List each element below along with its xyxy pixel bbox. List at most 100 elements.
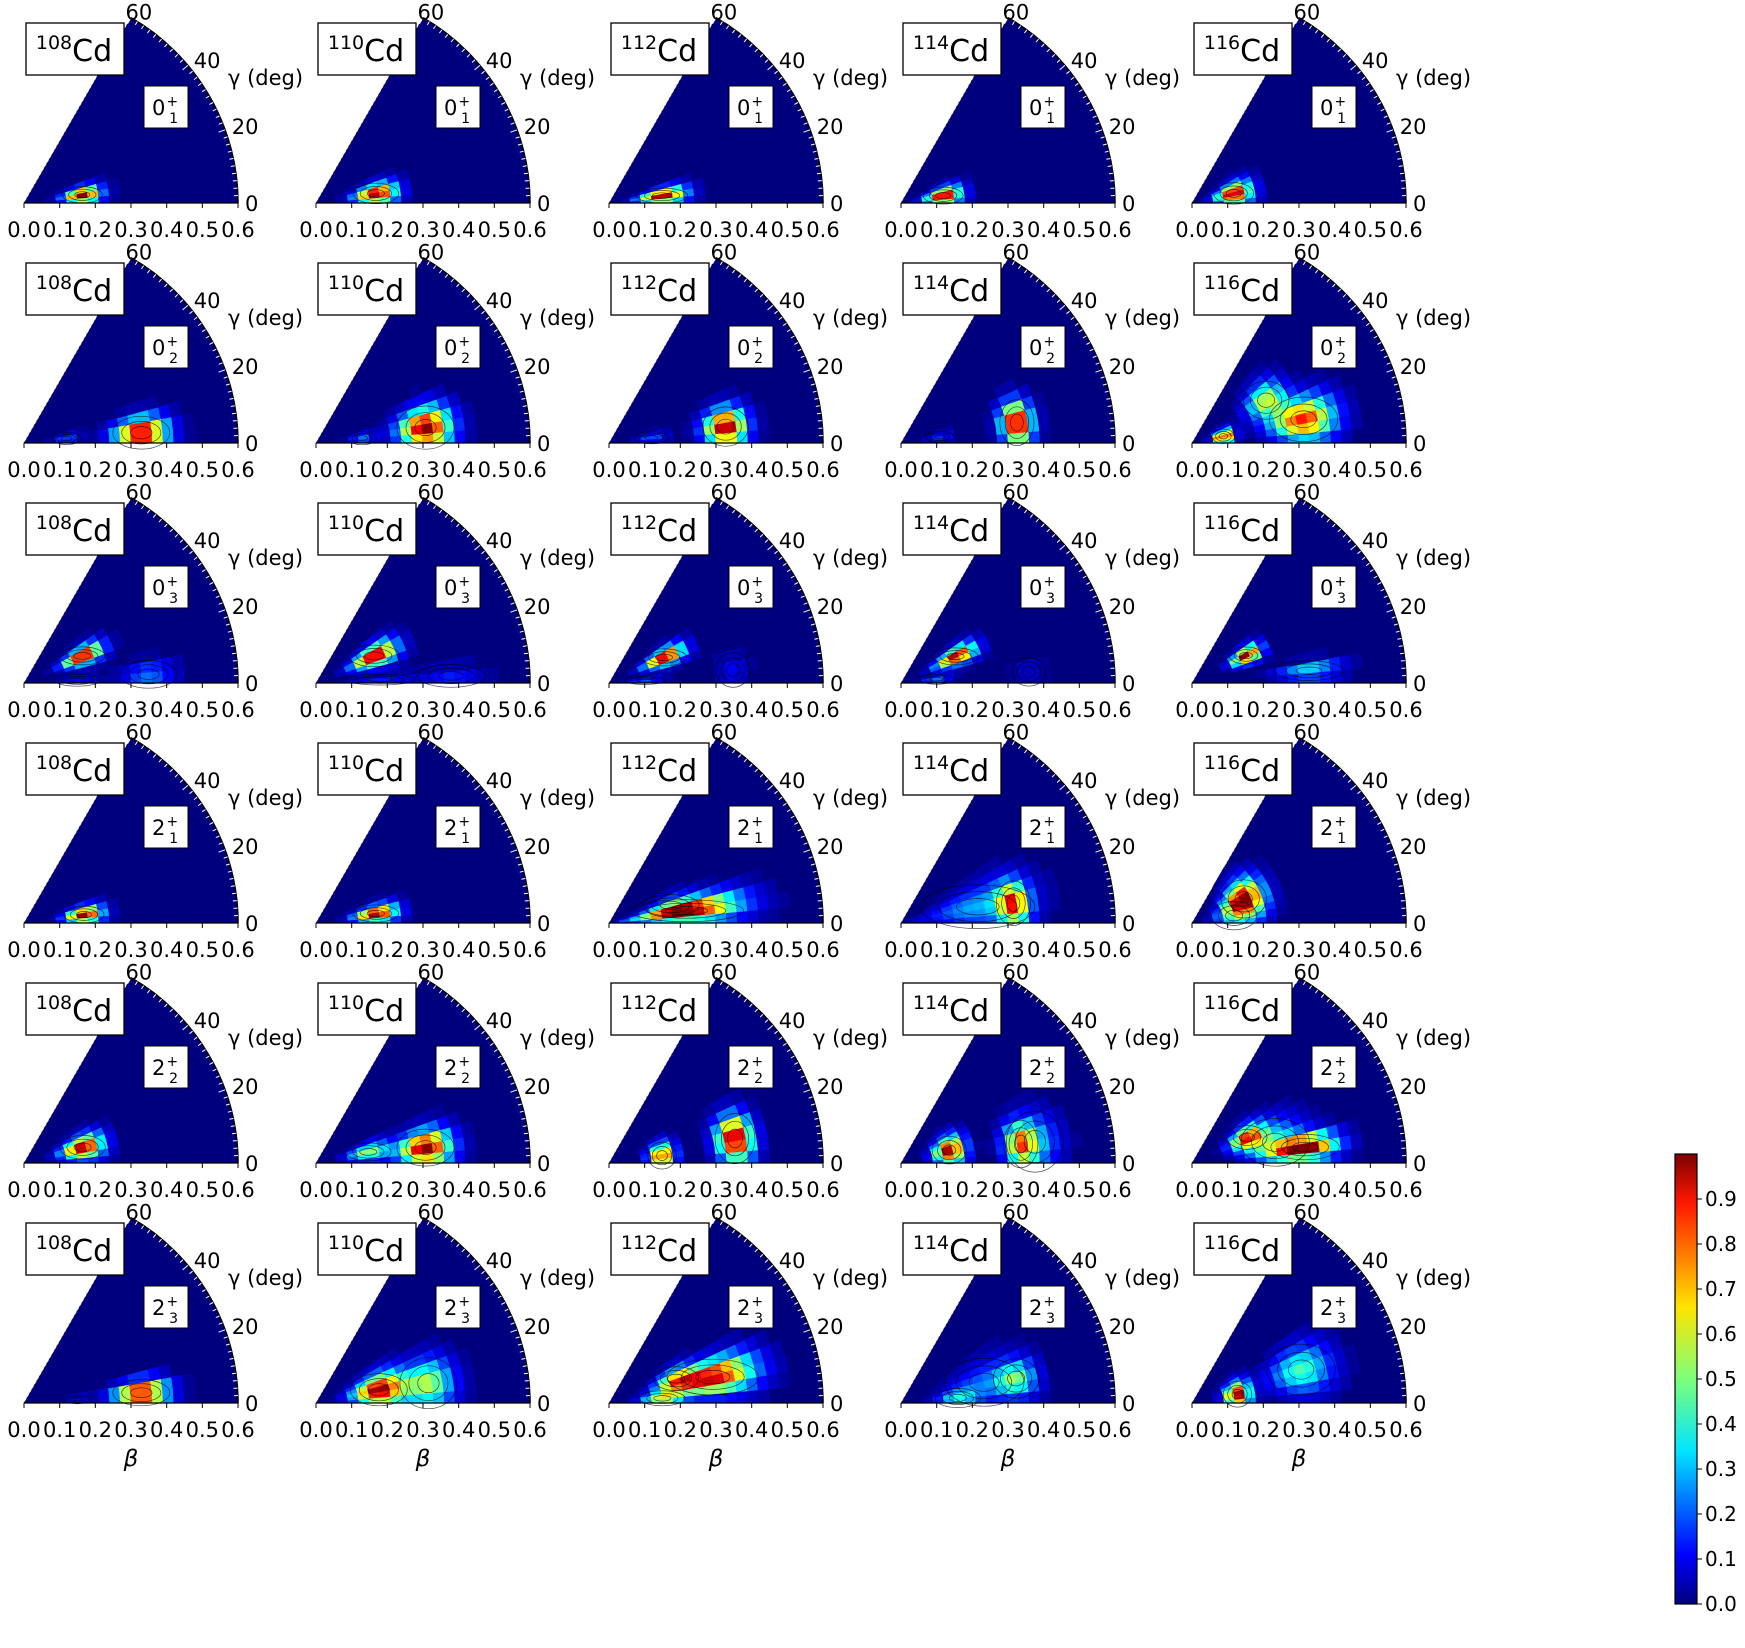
gamma-tick [1380, 108, 1385, 112]
gamma-tick [519, 1110, 524, 1113]
nucleus-label: 112Cd [621, 32, 697, 69]
contour-line [414, 419, 437, 437]
gamma-axis-label: γ (deg) [1396, 306, 1471, 330]
contour-line [366, 909, 385, 918]
density-cell [80, 627, 95, 641]
contour-line [399, 1357, 458, 1410]
state-label: 2+ 1 [1320, 814, 1346, 847]
beta-tick-label: 0.5 [771, 458, 804, 482]
gamma-tick [1332, 1003, 1336, 1008]
state-label-box [728, 325, 774, 369]
gamma-tick [485, 1036, 490, 1040]
density-cell [486, 666, 499, 684]
gamma-tick [1017, 25, 1022, 30]
gamma-tick [522, 645, 527, 647]
gamma-tick [1350, 1265, 1357, 1271]
gamma-tick [193, 1276, 198, 1280]
beta-tick-label: 0.5 [1063, 1418, 1096, 1442]
gamma-tick [523, 1132, 528, 1135]
gamma-tick [450, 518, 454, 523]
gamma-tick [212, 108, 217, 112]
gamma-tick [1295, 497, 1300, 504]
gamma-tick [1342, 1253, 1347, 1258]
gamma-tick-label: 0 [830, 1392, 843, 1416]
beta-tick-label: 0.0 [1175, 1418, 1208, 1442]
gamma-tick [1066, 70, 1070, 75]
beta-tick-label: 0.6 [221, 938, 254, 962]
beta-tick-label: 0.2 [664, 1418, 697, 1442]
gamma-tick [732, 509, 736, 514]
beta-tick-label: 0.4 [442, 458, 475, 482]
gamma-tick [816, 412, 821, 415]
beta-tick-label: 0.2 [79, 938, 112, 962]
gamma-tick [489, 322, 494, 327]
gamma-tick-label: 0 [830, 912, 843, 936]
gamma-tick [719, 981, 723, 986]
gamma-tick [1074, 322, 1079, 327]
gamma-tick [1320, 274, 1325, 278]
gamma-tick [134, 981, 138, 986]
density-cell [693, 1394, 706, 1404]
gamma-tick-label: 40 [194, 1249, 221, 1273]
contour-line [968, 1372, 1000, 1392]
gamma-tick [209, 1302, 214, 1305]
sector-background [24, 17, 238, 204]
gamma-tick [1035, 1238, 1039, 1243]
gamma-tick [218, 122, 223, 125]
gamma-tick [1373, 1055, 1378, 1059]
gamma-tick-label: 60 [126, 240, 153, 264]
density-cell [162, 1389, 175, 1404]
gamma-tick [1342, 53, 1347, 58]
beta-tick-label: 0.4 [150, 938, 183, 962]
gamma-tick [134, 21, 138, 26]
beta-tick-label: 0.0 [1175, 458, 1208, 482]
gamma-tick [1104, 390, 1109, 393]
beta-tick-label: 0.6 [806, 218, 839, 242]
beta-tick-label: 0.3 [114, 458, 147, 482]
density-cell [1293, 1098, 1309, 1114]
contour-line [1022, 666, 1036, 678]
gamma-tick [1380, 828, 1385, 832]
beta-tick-label: 0.0 [7, 1418, 40, 1442]
density-cell [953, 1119, 967, 1132]
gamma-tick [497, 1295, 502, 1299]
state-label-box [1311, 565, 1357, 609]
contour-line [656, 1150, 668, 1161]
gamma-tick [481, 70, 485, 75]
gamma-tick [140, 745, 145, 750]
density-cell [1028, 1390, 1041, 1404]
gamma-tick-label: 0 [1122, 432, 1135, 456]
gamma-tick-label: 20 [524, 1315, 551, 1339]
gamma-tick [712, 497, 717, 504]
beta-tick-label: 0.3 [114, 698, 147, 722]
beta-tick-label: 0.3 [114, 1178, 147, 1202]
beta-tick-label: 0.0 [592, 698, 625, 722]
contour-line [348, 644, 401, 668]
gamma-tick-label: 20 [817, 1315, 844, 1339]
gamma-tick [493, 1289, 498, 1293]
gamma-tick [152, 1234, 157, 1238]
gamma-tick [786, 809, 791, 813]
gamma-tick [759, 1013, 764, 1018]
density-cell [1315, 646, 1330, 662]
gamma-tick [419, 497, 424, 504]
gamma-axis-label: γ (deg) [228, 1266, 303, 1290]
density-cell [460, 401, 475, 418]
beta-tick-label: 0.5 [1354, 1178, 1387, 1202]
contour-line [359, 907, 392, 920]
gamma-tick [1386, 609, 1394, 613]
gamma-axis-label: γ (deg) [1396, 1266, 1471, 1290]
gamma-tick [1380, 1308, 1385, 1312]
density-cell [769, 1340, 786, 1360]
gamma-tick [201, 1049, 206, 1053]
gamma-tick [790, 1295, 795, 1299]
gamma-tick [816, 172, 821, 175]
gamma-tick [1051, 1013, 1056, 1018]
gamma-tick [1373, 575, 1378, 579]
gamma-tick [1066, 1270, 1070, 1275]
beta-tick-label: 0.3 [991, 698, 1024, 722]
gamma-tick [1106, 878, 1111, 880]
gamma-tick-label: 60 [711, 240, 738, 264]
gamma-tick [471, 779, 476, 783]
gamma-tick [803, 1089, 811, 1093]
